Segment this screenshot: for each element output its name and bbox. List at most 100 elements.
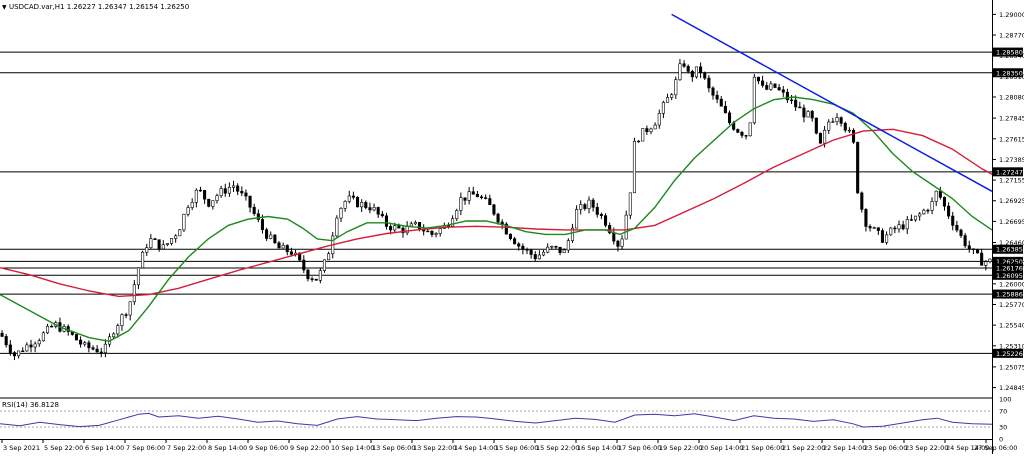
candle-body <box>773 83 777 88</box>
time-tick-label: 19 Sep 22:00 <box>659 444 702 452</box>
candle-body <box>215 195 219 201</box>
candle-body <box>835 117 839 122</box>
price-tick-label: 1.26000 <box>999 280 1024 288</box>
ma-slow-line <box>0 128 993 298</box>
price-tag <box>993 263 1023 273</box>
rsi-group <box>0 412 993 428</box>
candle-body <box>616 240 620 247</box>
price-tag-label: 1.26095 <box>996 272 1023 280</box>
candle-body <box>934 190 938 202</box>
time-tick-label: 21 Sep 22:00 <box>782 444 825 452</box>
price-tag <box>993 47 1023 57</box>
rsi-line <box>0 412 993 428</box>
candle-body <box>583 204 587 209</box>
candle-body <box>430 230 434 235</box>
candle-body <box>132 284 136 303</box>
candle-body <box>575 209 579 229</box>
candle-body <box>727 112 732 124</box>
candle-body <box>752 76 756 124</box>
candle-body <box>426 230 430 233</box>
candle-body <box>37 340 41 345</box>
candle-body <box>988 258 992 262</box>
candle-body <box>260 219 265 230</box>
candle-body <box>649 128 653 133</box>
candle-body <box>256 213 260 220</box>
price-tag-label: 1.27247 <box>996 168 1023 176</box>
time-tick-label: 5 Sep 22:00 <box>44 444 83 452</box>
price-tag <box>993 270 1023 280</box>
collapse-arrow-icon[interactable]: ▼ <box>2 4 7 11</box>
price-tick-label: 1.27615 <box>999 135 1024 143</box>
candle-body <box>384 215 389 227</box>
candle-body <box>905 219 909 230</box>
candle-body <box>740 132 744 136</box>
candle-body <box>963 235 967 247</box>
candle-body <box>203 190 207 200</box>
candle-body <box>839 117 843 124</box>
time-tick-label: 21 Sep 06:00 <box>741 444 784 452</box>
candle-body <box>355 197 360 208</box>
candle-body <box>91 347 95 350</box>
candle-body <box>380 213 384 217</box>
candle-body <box>273 234 277 244</box>
candle-body <box>343 201 347 209</box>
candle-body <box>748 122 752 137</box>
candle-body <box>678 63 682 80</box>
candle-body <box>190 202 194 208</box>
candle-body <box>541 251 546 256</box>
candle-body <box>595 206 599 215</box>
candle-body <box>351 195 355 198</box>
time-tick-label: 13 Sep 06:00 <box>372 444 415 452</box>
ma-fast-line <box>0 96 993 343</box>
candle-body <box>136 267 141 286</box>
candle-body <box>529 249 533 255</box>
price-tick-label: 1.25770 <box>999 301 1024 309</box>
candle-body <box>492 204 496 215</box>
candle-body <box>339 208 343 219</box>
trendline <box>671 13 993 192</box>
candle-body <box>765 85 769 90</box>
candle-body <box>194 189 198 203</box>
candle-body <box>240 190 244 194</box>
candle-body <box>806 111 810 118</box>
rsi-tick-label: 0 <box>999 436 1003 444</box>
candle-body <box>128 301 132 316</box>
candle-body <box>761 80 765 86</box>
candle-body <box>393 225 397 231</box>
candle-body <box>207 198 211 207</box>
candle-body <box>285 245 289 253</box>
rsi-label: RSI(14) 36.8128 <box>2 401 59 409</box>
candle-body <box>83 342 87 345</box>
candle-body <box>347 195 351 202</box>
candle-body <box>603 215 608 226</box>
candle-body <box>12 352 17 357</box>
time-tick-label: 7 Sep 22:00 <box>167 444 206 452</box>
candle-body <box>620 238 624 247</box>
candle-body <box>632 140 637 194</box>
trendline-group <box>671 13 993 192</box>
candle-body <box>269 234 273 239</box>
candle-body <box>657 113 661 126</box>
candle-body <box>25 344 29 352</box>
time-tick-label: 9 Sep 22:00 <box>290 444 329 452</box>
price-tick-label: 1.28770 <box>999 32 1024 40</box>
candle-body <box>17 350 21 357</box>
candle-body <box>703 72 707 79</box>
candle-body <box>959 229 963 236</box>
candle-body <box>798 106 802 109</box>
candle-body <box>364 202 368 208</box>
candle-body <box>161 244 165 250</box>
candle-body <box>277 242 281 249</box>
price-tag-label: 1.26250 <box>996 258 1023 266</box>
candle-body <box>434 233 438 235</box>
candle-body <box>699 66 703 74</box>
candle-body <box>951 215 955 226</box>
candle-body <box>508 233 513 239</box>
candle-body <box>397 225 401 229</box>
price-tag-label: 1.25226 <box>996 350 1023 358</box>
candle-body <box>265 229 269 239</box>
price-tick-label: 1.25075 <box>999 363 1024 371</box>
candle-body <box>149 238 153 248</box>
